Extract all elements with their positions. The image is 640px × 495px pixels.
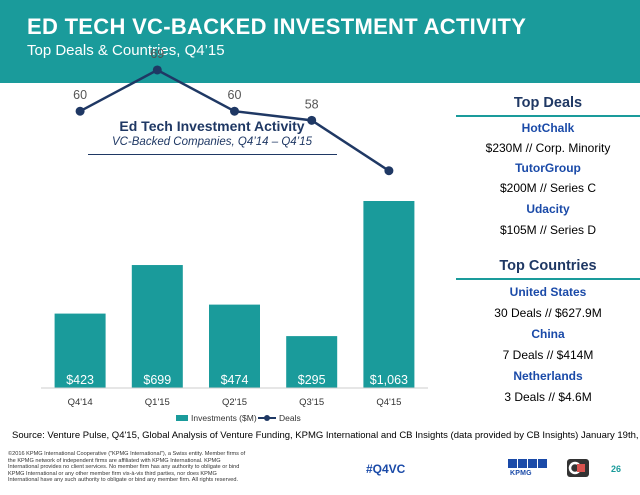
top-countries-divider [456,278,640,280]
legend-label-investments: Investments ($M) [191,413,257,423]
top-countries-heading: Top Countries [499,258,597,274]
x-tick-label-5: Q4'15 [376,397,401,408]
bar-1 [54,313,106,388]
deals-point-3 [230,106,239,116]
page-number: 26 [611,464,622,474]
legal-disclaimer: ©2016 KPMG International Cooperative ("K… [8,451,246,484]
kpmg-logo-text: KPMG [510,470,532,477]
top-deals-divider [456,115,640,117]
x-tick-label-4: Q3'15 [299,397,324,408]
country-name-2: China [531,327,565,341]
country-name-3: Netherlands [513,369,583,383]
header-banner: ED TECH VC-BACKED INVESTMENT ACTIVITY To… [0,0,640,83]
deals-point-5 [384,166,394,176]
chart-title-divider [88,154,337,155]
deals-point-4 [307,115,317,125]
hashtag-label: #Q4VC [366,462,406,476]
deal-company-3: Udacity [526,202,570,216]
bar-3 [209,304,260,388]
deals-value-label-5: 47 [382,150,396,164]
deals-value-label-3: 60 [228,88,242,102]
bar-2 [131,265,183,388]
top-deals-heading: Top Deals [513,95,583,111]
bar-value-label-5: $1,063 [370,373,408,387]
deals-point-1 [75,106,85,116]
deals-line [79,68,390,172]
deal-detail-2: $200M // Series C [499,181,597,195]
kpmg-logo-icon [508,459,547,468]
deals-point-2 [152,65,162,75]
deal-detail-3: $105M // Series D [499,223,597,237]
deals-value-label-2: 69 [150,47,164,61]
legend-label-deals: Deals [279,413,301,423]
chart-title: Ed Tech Investment Activity [119,118,305,134]
bar-value-label-3: $474 [221,373,249,387]
deal-detail-1: $230M // Corp. Minority [485,141,611,155]
country-detail-3: 3 Deals // $4.6M [504,390,592,404]
investment-chart: $423 $699 $474 $295 $1,063 Q4'14 Q1'15 Q2'15 Q3'… [41,47,428,423]
deal-company-1: HotChalk [521,121,575,135]
bar-value-label-4: $295 [298,373,326,387]
bar-4 [286,336,338,388]
bar-value-label-1: $423 [66,373,94,387]
x-tick-label-1: Q4'14 [68,397,93,408]
country-detail-1: 30 Deals // $627.9M [494,306,602,320]
bar-5 [363,201,415,388]
deals-value-label-1: 60 [73,88,87,102]
x-tick-label-2: Q1'15 [145,397,170,408]
page-subtitle: Top Deals & Countries, Q4’15 [27,42,225,59]
cb-insights-logo-icon [567,459,589,477]
legend-swatch-investments [176,415,188,421]
deal-company-2: TutorGroup [515,161,581,175]
page-title: ED TECH VC-BACKED INVESTMENT ACTIVITY [27,14,527,39]
bar-value-label-2: $699 [143,373,171,387]
source-note: Source: Venture Pulse, Q4'15, Global Ana… [12,430,640,441]
legend-marker-deals [264,415,270,421]
deals-value-label-4: 58 [305,97,319,111]
chart-subtitle: VC-Backed Companies, Q4’14 – Q4’15 [111,136,313,148]
country-detail-2: 7 Deals // $414M [502,348,594,362]
x-tick-label-3: Q2'15 [222,397,247,408]
country-name-1: United States [509,285,587,299]
